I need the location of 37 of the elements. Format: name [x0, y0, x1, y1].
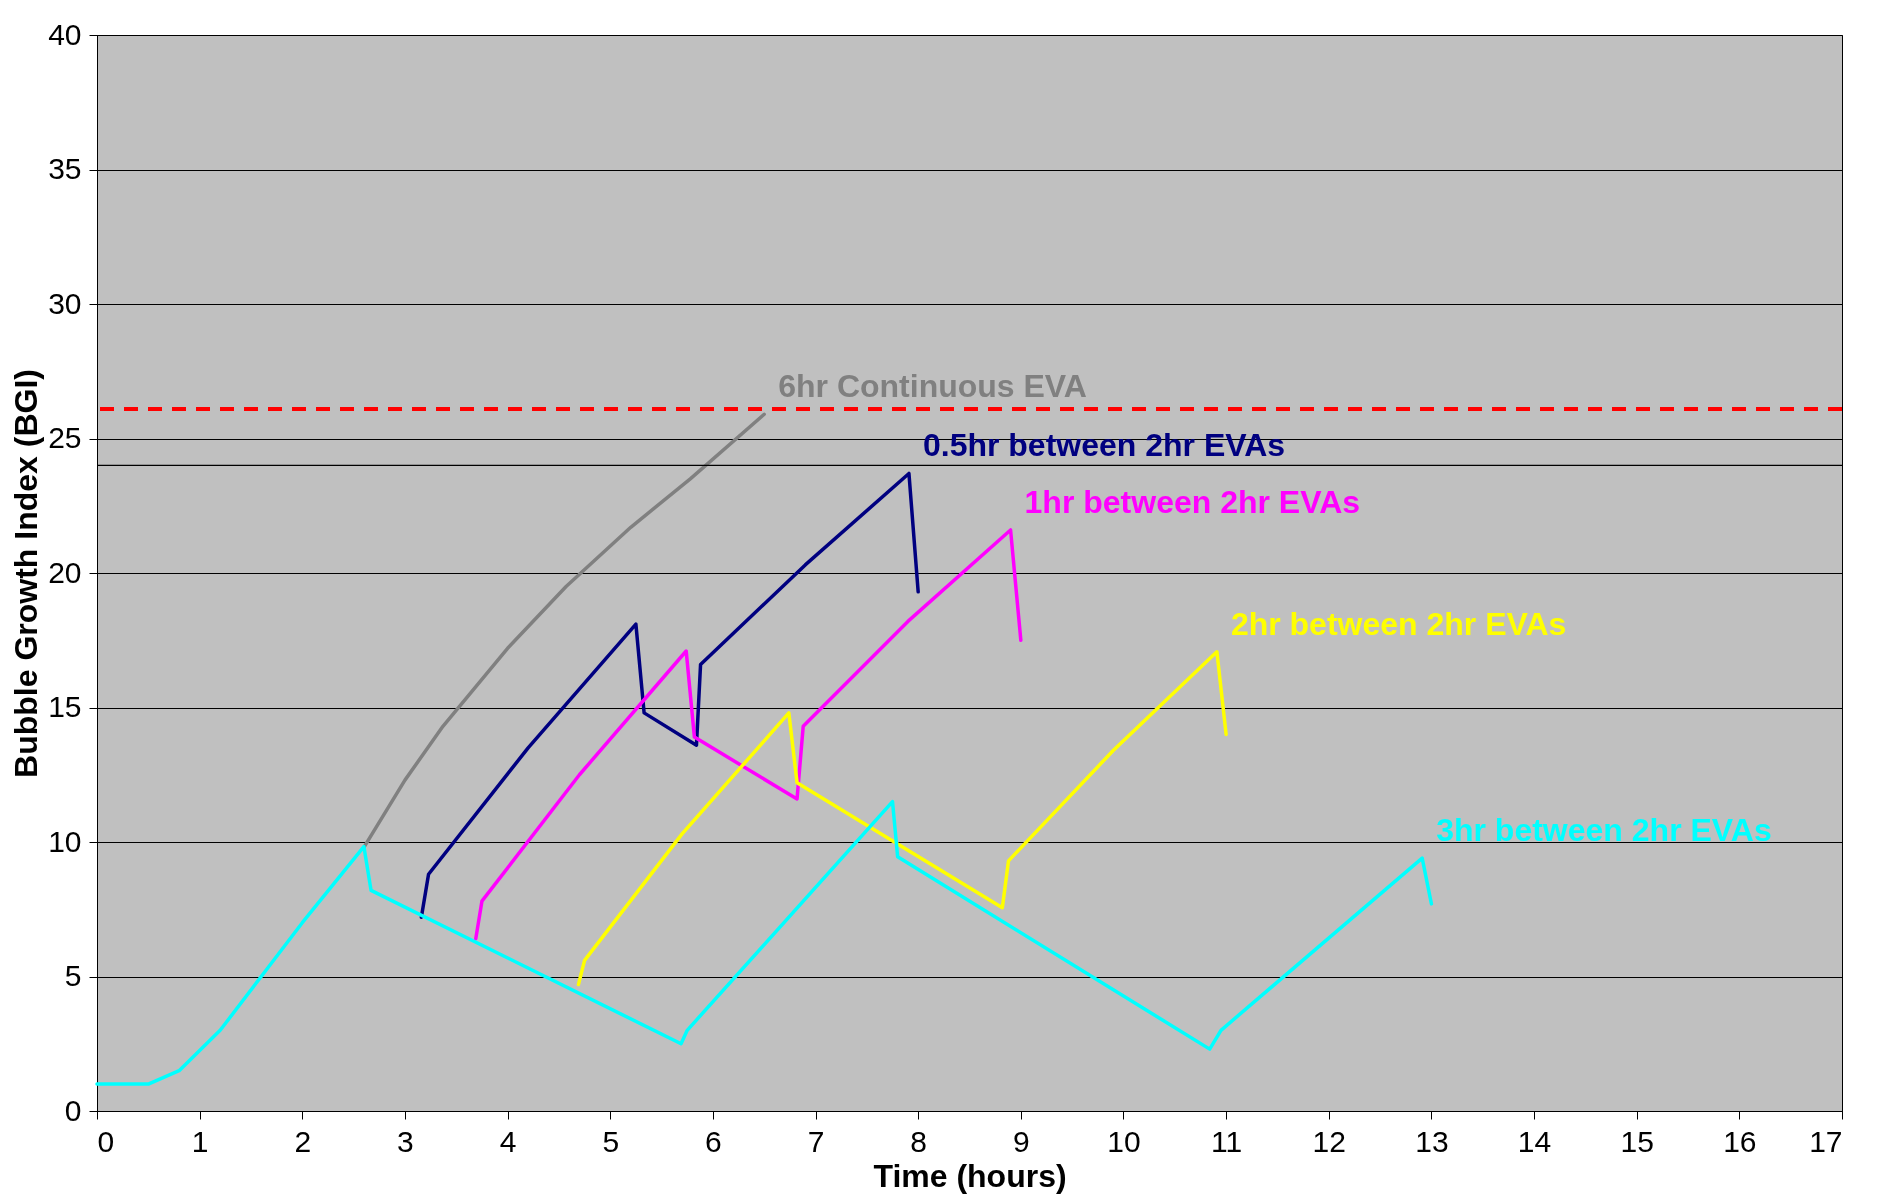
y-tick-label: 10: [48, 824, 82, 858]
x-tick-label: 16: [1723, 1124, 1757, 1158]
x-tick-label: 8: [910, 1124, 928, 1158]
x-tick-label: 7: [807, 1124, 825, 1158]
series-label: 3hr between 2hr EVAs: [1436, 812, 1772, 849]
x-tick-label: 1: [191, 1124, 209, 1158]
x-tick-label: 3: [397, 1124, 414, 1158]
line-series: [419, 471, 920, 920]
y-tick-label: 25: [48, 421, 82, 454]
x-tick-label: 14: [1517, 1124, 1552, 1158]
y-axis-title: Bubble Growth Index (BGI): [8, 369, 45, 778]
y-tick-label: 5: [64, 959, 82, 992]
x-axis-title: Time (hours): [873, 1157, 1067, 1194]
x-tick-label: 12: [1312, 1124, 1346, 1158]
line-series: [576, 650, 1228, 987]
y-tick-label: 40: [48, 17, 82, 51]
x-tick-label: 2: [294, 1124, 312, 1158]
x-tick-label: 9: [1012, 1124, 1030, 1158]
y-tick-label: 0: [64, 1093, 82, 1127]
y-tick-label: 30: [48, 286, 82, 320]
series-label: 2hr between 2hr EVAs: [1230, 605, 1567, 642]
y-tick-label: 20: [48, 555, 82, 589]
line-series: [474, 528, 1023, 941]
line-series: [95, 799, 1434, 1086]
x-tick-label: 5: [602, 1124, 620, 1158]
y-tick-label: 15: [48, 690, 82, 723]
x-tick-label: 15: [1620, 1124, 1654, 1158]
x-tick-label: 4: [499, 1124, 517, 1158]
series-label: 6hr Continuous EVA: [778, 368, 1087, 405]
x-tick-label: 17: [1809, 1124, 1843, 1158]
x-tick-label: 11: [1211, 1124, 1243, 1158]
x-tick-label: 10: [1107, 1124, 1141, 1158]
x-tick-label: 6: [705, 1124, 722, 1158]
y-tick-label: 35: [48, 152, 82, 185]
series-label: 1hr between 2hr EVAs: [1024, 483, 1361, 520]
x-tick-label: 13: [1415, 1124, 1449, 1158]
x-tick-label: 0: [97, 1124, 115, 1158]
